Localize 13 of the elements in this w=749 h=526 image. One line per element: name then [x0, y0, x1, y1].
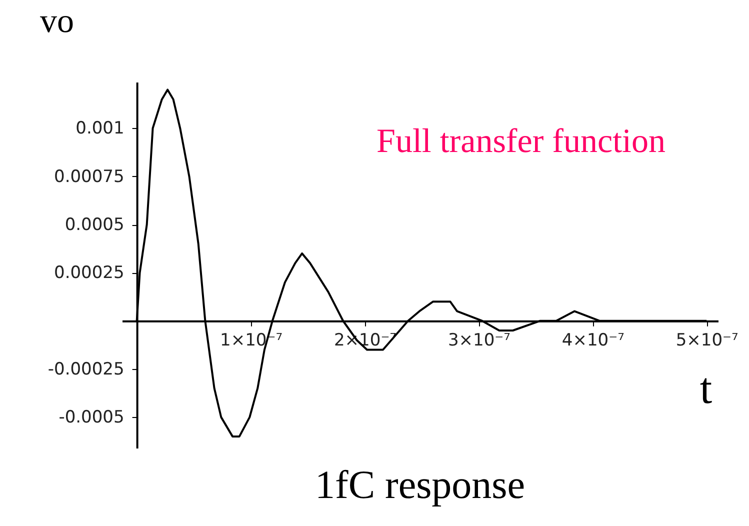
annotation: Full transfer function [376, 123, 666, 160]
y-tick-label: -0.00025 [48, 360, 124, 380]
x-tick-label: 3×10⁻⁷ [448, 330, 511, 350]
y-tick-label: -0.0005 [58, 408, 124, 428]
y-tick-label: 0.0005 [64, 215, 124, 236]
text: 1fC response [315, 462, 525, 507]
y-tick-label: 0.00025 [54, 263, 124, 284]
y-tick-label: 0.00075 [54, 166, 124, 187]
x-axis-title: t [700, 364, 712, 413]
y-axis-title: vo [40, 3, 74, 40]
x-tick-label: 4×10⁻⁷ [562, 330, 625, 350]
x-tick-label: 5×10⁻⁷ [676, 330, 739, 350]
y-tick-label: 0.001 [76, 118, 124, 139]
